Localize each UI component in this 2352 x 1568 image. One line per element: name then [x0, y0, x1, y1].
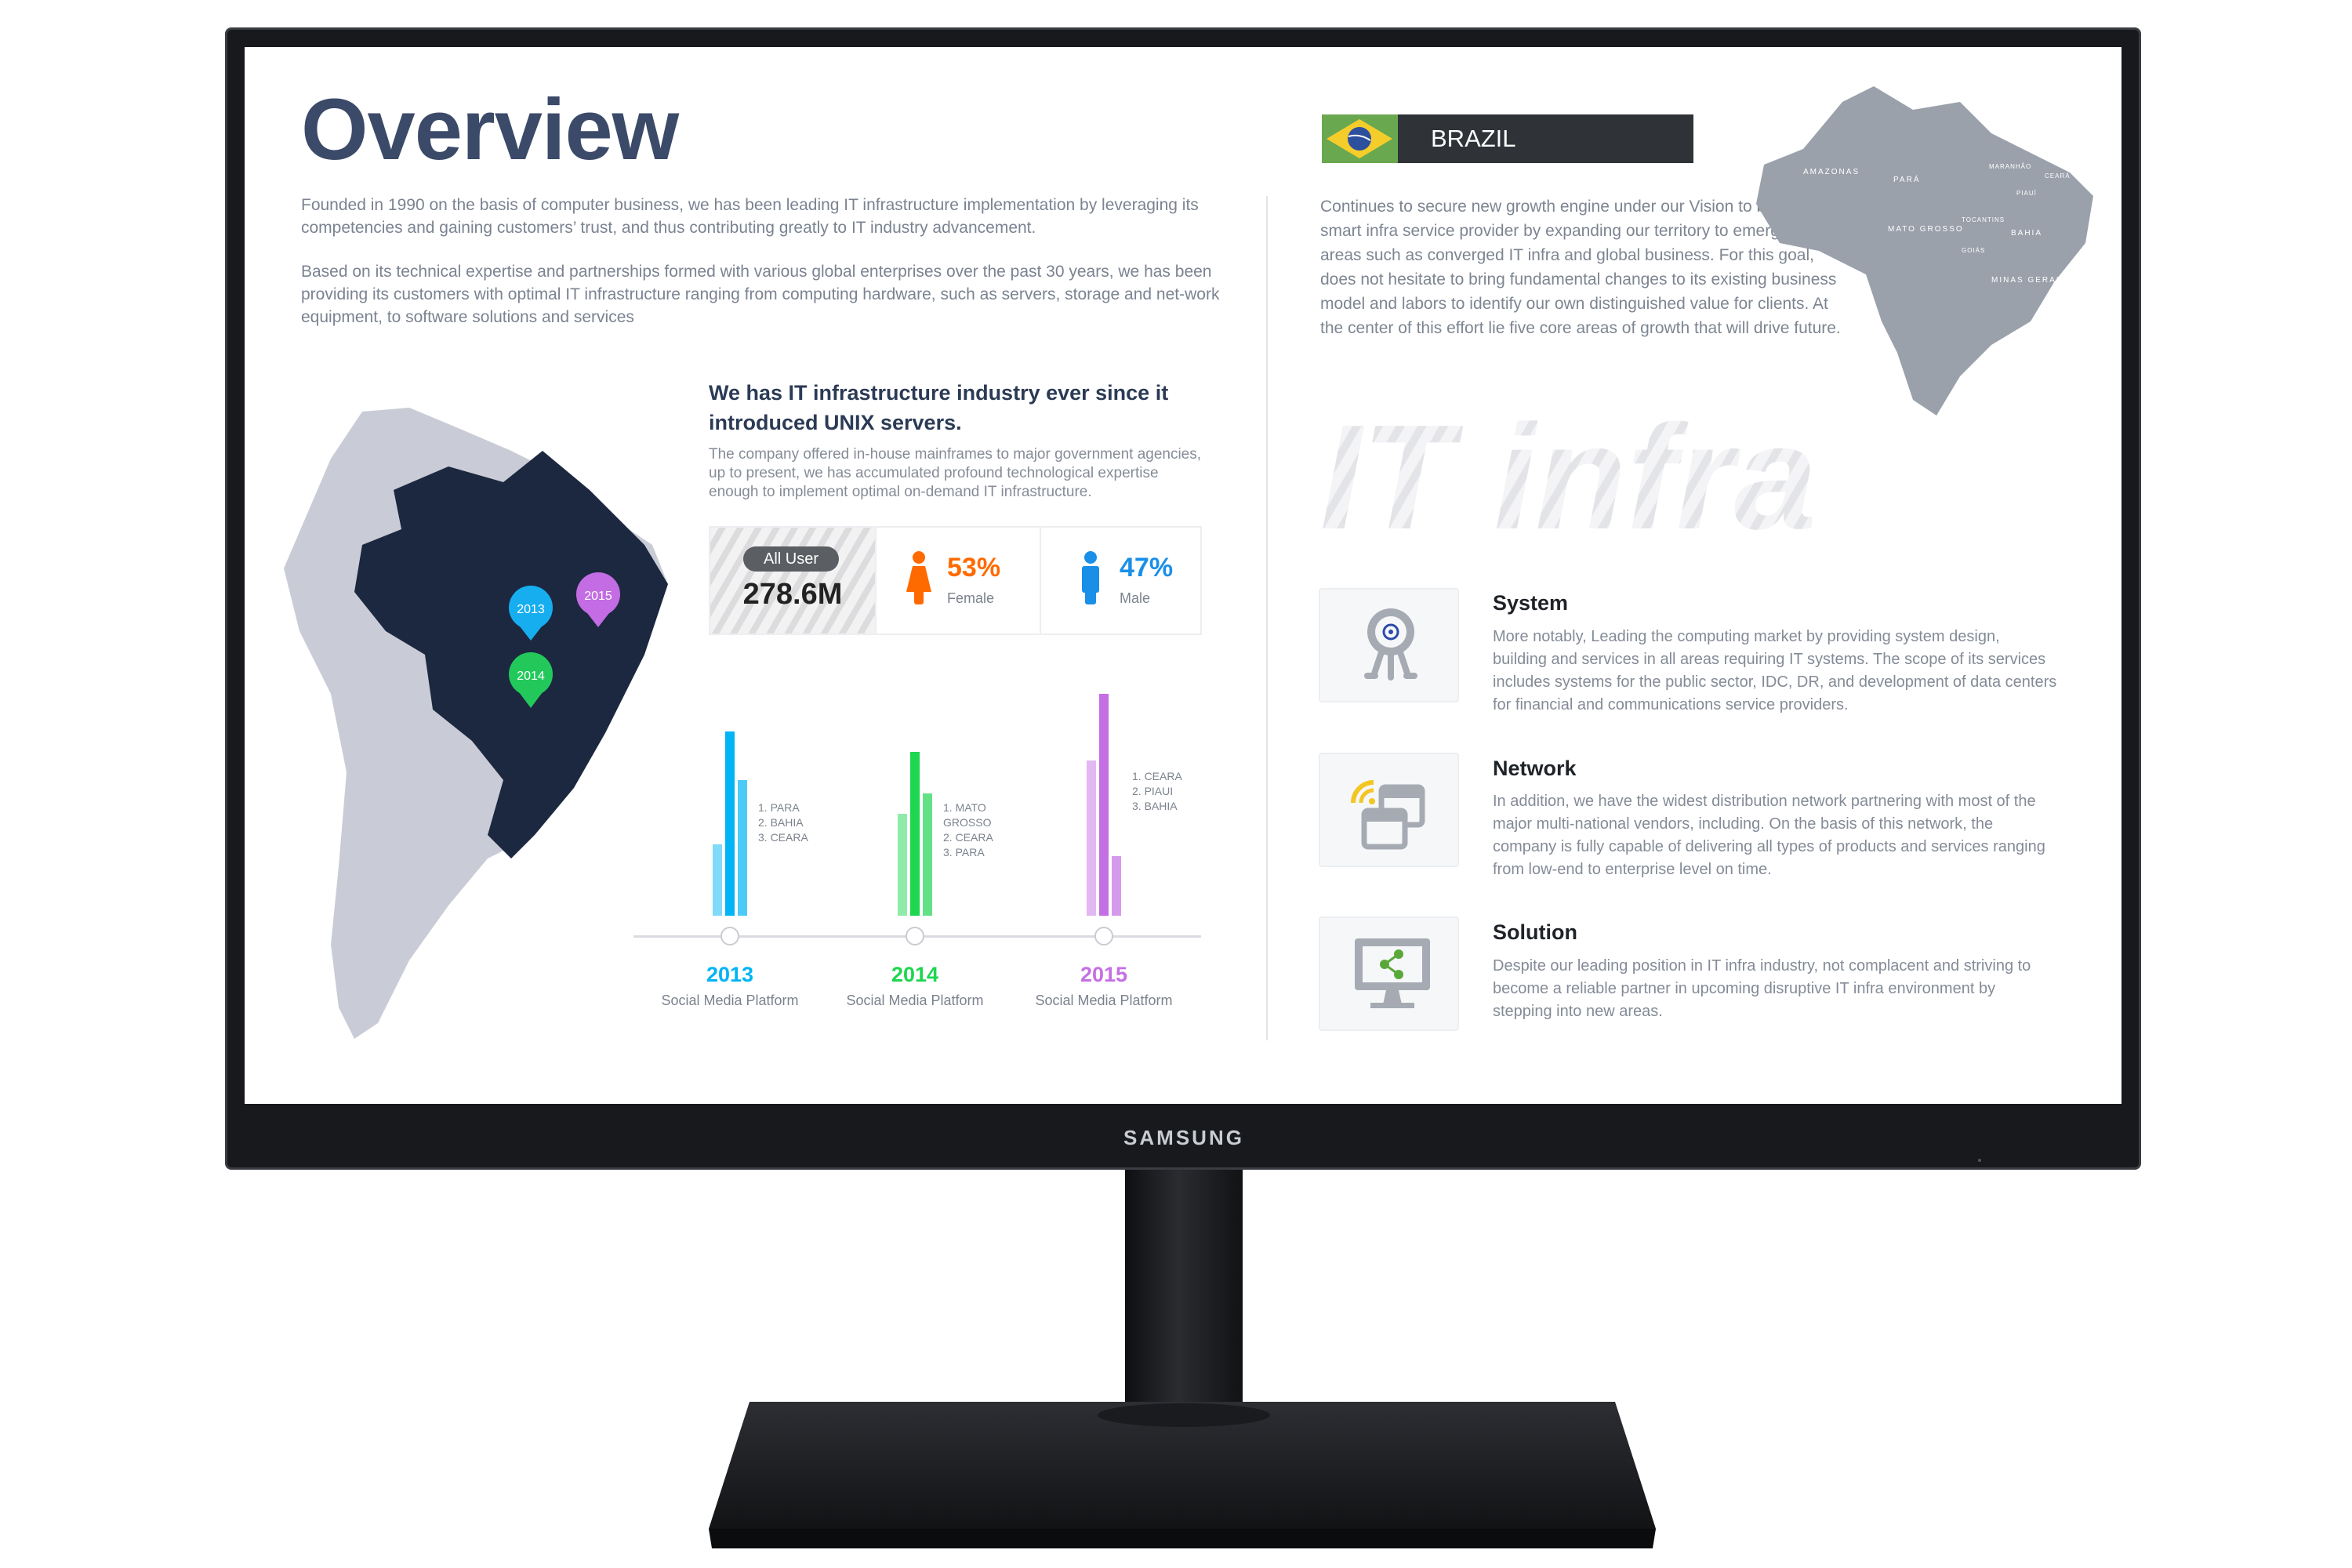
state-label: PIAUÍ	[2016, 190, 2037, 197]
it-infra-watermark: IT infra	[1320, 392, 1817, 563]
year-label-2013: 2013	[706, 963, 754, 986]
timeline-node-2015[interactable]	[1094, 927, 1113, 946]
bar-2015-1	[1087, 760, 1096, 916]
unix-heading: We has IT infrastructure industry ever s…	[709, 381, 1169, 434]
female-label: Female	[947, 590, 995, 606]
ranking-item: 2. CEARA	[943, 830, 993, 844]
bar-2014-2	[910, 751, 920, 916]
all-user-value: 278.6M	[742, 578, 843, 611]
female-card: 53% Female	[875, 528, 1040, 633]
ranking-item: 2. BAHIA	[758, 815, 804, 829]
power-led	[1978, 1159, 1981, 1162]
male-label: Male	[1120, 590, 1151, 606]
webcam-target-icon	[1364, 608, 1417, 681]
state-label: TOCANTINS	[1962, 216, 2005, 223]
solution-title: Solution	[1493, 920, 1577, 944]
social-media-chart: 1. PARA 2. BAHIA 3. CEARA 2013 Social Media …	[245, 47, 1264, 1104]
brazil-flag-icon	[1322, 114, 1398, 163]
system-body: More notably, Leading the computing mark…	[1493, 628, 2057, 713]
solution-icon-box	[1319, 916, 1459, 1031]
ranking-list-2014: 1. MATO GROSSO 2. CEARA 3. PARA	[943, 800, 1006, 860]
female-percent: 53%	[947, 553, 1001, 583]
monitor-share-icon	[1355, 938, 1430, 1008]
state-label: MARANHÃO	[1989, 163, 2031, 170]
ranking-item: 1. MATO GROSSO	[943, 800, 992, 829]
ranking-item: 3. BAHIA	[1132, 800, 1178, 813]
map-pin-2013[interactable]: 2013	[509, 586, 553, 641]
year-label-2014: 2014	[891, 963, 939, 986]
solution-body: Despite our leading position in IT infra…	[1493, 957, 2031, 1020]
ranking-item: 1. CEARA	[1132, 770, 1182, 783]
timeline-node-2013[interactable]	[720, 927, 739, 946]
male-percent: 47%	[1120, 553, 1174, 583]
country-name: BRAZIL	[1431, 125, 1516, 152]
stand-joint	[1098, 1403, 1270, 1427]
ranking-list-2015: 1. CEARA 2. PIAUI 3. BAHIA	[1132, 769, 1195, 814]
monitor-stand-neck	[1125, 1170, 1243, 1421]
state-label: AMAZONAS	[1803, 168, 1860, 176]
state-label: BAHIA	[2011, 229, 2042, 238]
all-user-card: All User 278.6M	[710, 528, 875, 633]
bar-2014-1	[898, 813, 907, 916]
network-icon-box	[1319, 753, 1459, 867]
bar-2015-3	[1112, 855, 1121, 916]
brand-logo: SAMSUNG	[1123, 1126, 1244, 1149]
brazil-body: Continues to secure new growth engine un…	[1320, 198, 1841, 337]
bar-2013-3	[738, 780, 747, 916]
platform-label: Social Media Platform	[661, 993, 799, 1008]
south-america-map: 2013 2015 2014	[284, 408, 668, 1039]
ranking-item: 1. PARA	[758, 800, 800, 814]
page-title: Overview	[301, 82, 679, 178]
map-pin-2015[interactable]: 2015	[576, 572, 620, 627]
year-label-2015: 2015	[1080, 963, 1128, 986]
monitor-screen: Overview Founded in 1990 on the basis of…	[245, 47, 2122, 1104]
bar-2013-2	[725, 731, 735, 916]
male-card: 47% Male	[1040, 528, 1200, 633]
brazil-states-map: AMAZONAS PARÁ MATO GROSSO BAHIA MINAS GE…	[1756, 86, 2093, 416]
network-body: In addition, we have the widest distribu…	[1493, 793, 2045, 878]
network-windows-wifi-icon	[1351, 780, 1425, 850]
column-divider	[1266, 196, 1268, 1040]
bar-2013-1	[713, 844, 722, 916]
platform-label: Social Media Platform	[846, 993, 984, 1008]
state-label: PARÁ	[1893, 174, 1921, 184]
ranking-item: 3. CEARA	[758, 830, 808, 844]
state-label: GOIÁS	[1962, 247, 1985, 254]
state-label: MINAS GERAIS	[1991, 276, 2067, 285]
all-user-badge: All User	[743, 546, 839, 572]
bar-2015-2	[1099, 694, 1109, 916]
timeline-node-2014[interactable]	[906, 927, 924, 946]
pin-label: 2013	[517, 603, 545, 616]
ranking-list-2013: 1. PARA 2. BAHIA 3. CEARA	[758, 800, 821, 845]
ranking-item: 3. PARA	[943, 845, 985, 858]
system-icon-box	[1319, 588, 1459, 702]
brazil-banner: BRAZIL	[1322, 114, 1693, 163]
overview-paragraph-2: Based on its technical expertise and par…	[301, 263, 1220, 326]
map-pin-2014[interactable]: 2014	[509, 652, 553, 708]
pin-label: 2015	[584, 590, 612, 603]
female-icon	[906, 551, 931, 604]
user-stats-panel: All User 278.6M 53% Female 47% Male	[709, 526, 1202, 635]
state-label: CEARÁ	[2045, 172, 2071, 180]
state-label: MATO GROSSO	[1888, 225, 1964, 234]
bar-2014-3	[923, 793, 932, 916]
ranking-item: 2. PIAUI	[1132, 785, 1174, 798]
network-title: Network	[1493, 757, 1577, 780]
male-icon	[1082, 551, 1099, 604]
pin-label: 2014	[517, 670, 545, 683]
system-title: System	[1493, 591, 1569, 615]
unix-body: The company offered in-house mainframes …	[709, 446, 1202, 500]
platform-label: Social Media Platform	[1035, 993, 1173, 1008]
overview-paragraph-1: Founded in 1990 on the basis of computer…	[301, 196, 1199, 237]
